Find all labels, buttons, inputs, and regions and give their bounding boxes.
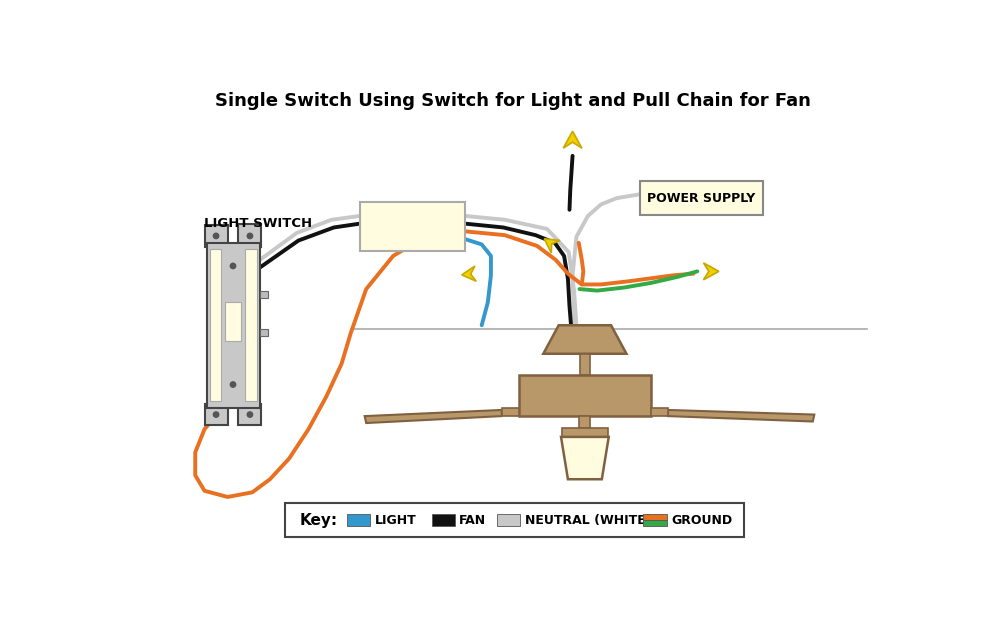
Polygon shape xyxy=(544,239,560,253)
Circle shape xyxy=(247,412,253,418)
Bar xyxy=(580,354,590,375)
Bar xyxy=(360,202,465,251)
Circle shape xyxy=(230,263,236,269)
Bar xyxy=(245,249,257,401)
Bar xyxy=(205,404,228,426)
Bar xyxy=(640,181,763,215)
Bar xyxy=(347,514,370,526)
Bar xyxy=(285,503,744,537)
Bar xyxy=(502,408,519,416)
Text: LIGHT SWITCH: LIGHT SWITCH xyxy=(205,217,313,231)
Bar xyxy=(238,404,261,426)
Bar xyxy=(260,329,268,336)
Bar xyxy=(260,291,268,298)
Bar xyxy=(579,416,590,428)
Polygon shape xyxy=(543,325,626,354)
Bar xyxy=(205,225,228,247)
Polygon shape xyxy=(703,263,719,280)
Bar xyxy=(210,249,221,401)
Circle shape xyxy=(230,382,236,388)
Text: GROUND: GROUND xyxy=(671,514,732,526)
Polygon shape xyxy=(561,437,609,479)
Bar xyxy=(643,520,666,526)
Circle shape xyxy=(213,233,219,239)
Text: Key:: Key: xyxy=(299,512,337,528)
Polygon shape xyxy=(365,410,502,423)
Circle shape xyxy=(213,412,219,418)
Bar xyxy=(497,514,520,526)
Text: FAN: FAN xyxy=(459,514,486,526)
Polygon shape xyxy=(462,266,476,281)
Bar xyxy=(238,224,261,247)
Polygon shape xyxy=(668,410,814,421)
Bar xyxy=(519,375,651,416)
Circle shape xyxy=(247,233,253,239)
Bar xyxy=(562,428,608,437)
Text: POWER SUPPLY: POWER SUPPLY xyxy=(647,192,755,205)
Text: NEUTRAL (WHITE): NEUTRAL (WHITE) xyxy=(525,514,651,526)
Bar xyxy=(207,243,260,408)
Text: LIGHT: LIGHT xyxy=(375,514,416,526)
Bar xyxy=(225,302,241,341)
Bar xyxy=(643,514,666,520)
Bar xyxy=(651,408,668,416)
Polygon shape xyxy=(563,131,582,148)
Text: Single Switch Using Switch for Light and Pull Chain for Fan: Single Switch Using Switch for Light and… xyxy=(215,92,810,110)
Bar xyxy=(432,514,455,526)
